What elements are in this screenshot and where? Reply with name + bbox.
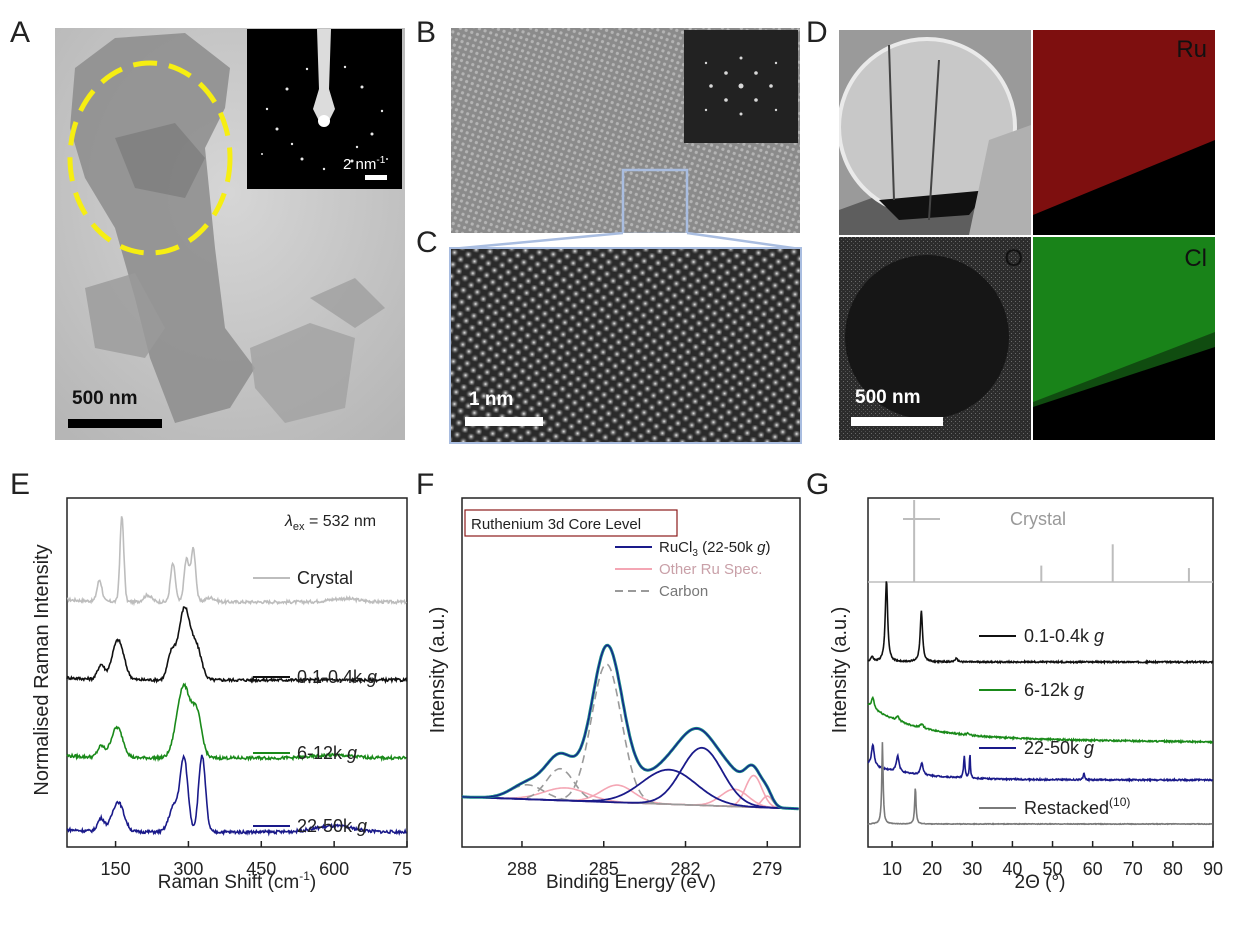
cl-map-drawing: [1033, 237, 1215, 407]
ru-map: Ru: [1033, 30, 1215, 235]
legend-label-4: Restacked(10): [1024, 795, 1130, 818]
atomic-zoom-image: 1 nm: [449, 247, 802, 444]
title-box: [464, 509, 678, 537]
scale-label-a: 500 nm: [72, 388, 138, 409]
x-tick-label: 450: [246, 859, 276, 879]
series-1-line: [867, 581, 1214, 665]
x-tick-label: 70: [1123, 859, 1143, 879]
stem-drawing: [839, 30, 1031, 235]
lattice-image: [451, 28, 800, 233]
inset-scale-label: 2 nm-1: [343, 155, 386, 173]
ru-map-drawing: [1033, 30, 1215, 215]
x-axis-label: 2Θ (°): [1015, 872, 1066, 893]
legend-label-1: Other Ru Spec.: [659, 561, 762, 578]
panel-label-g: G: [806, 468, 830, 501]
x-tick-label: 750: [392, 859, 412, 879]
series-3-line: [66, 753, 407, 837]
x-tick-label: 30: [962, 859, 982, 879]
scale-label-c: 1 nm: [469, 389, 514, 410]
x-tick-label: 90: [1203, 859, 1223, 879]
series-2-line: [66, 682, 407, 763]
x-tick-label: 10: [882, 859, 902, 879]
legend-label-1: 0.1-0.4k g: [1024, 626, 1104, 646]
plot-frame: [66, 497, 408, 848]
legend-label-0: Crystal: [297, 568, 353, 588]
chart-raman: 150 300 450 600 750 Crystal 0.1-0.4k g 6-12k g 2…: [31, 497, 412, 893]
panel-label-c: C: [416, 226, 438, 259]
legend-label-3: 22-50k g: [297, 816, 367, 836]
x-tick-label: 40: [1002, 859, 1022, 879]
zoom-connector: [451, 232, 801, 251]
legend-label-0: RuCl3 (22-50k g): [659, 539, 770, 559]
legend-label-2: 6-12k g: [297, 743, 357, 763]
panel-label-f: F: [416, 468, 435, 501]
scale-bar-c: [465, 417, 543, 426]
legend-label-1: 0.1-0.4k g: [297, 667, 377, 687]
plot-frame: [461, 497, 801, 848]
o-map-drawing: [839, 237, 1031, 440]
element-label-cl: Cl: [1184, 245, 1207, 272]
panel-label-e: E: [10, 468, 31, 501]
y-axis-label: Normalised Raman Intensity: [31, 544, 53, 795]
legend-label-2: Carbon: [659, 583, 708, 600]
legend-label-3: 22-50k g: [1024, 738, 1094, 758]
inset-scale-bar: [365, 175, 387, 180]
atomic-drawing: [451, 249, 800, 442]
o-map: O 500 nm: [839, 237, 1031, 440]
chart-title: Ruthenium 3d Core Level: [471, 516, 641, 533]
scale-label-d: 500 nm: [855, 387, 921, 408]
x-axis-label: Binding Energy (eV): [546, 872, 716, 893]
diffraction-pattern: [261, 29, 388, 171]
element-label-o: O: [1004, 245, 1023, 272]
series-2-line: [867, 695, 1213, 745]
x-tick-label: 279: [752, 859, 782, 879]
envelope-fit: [462, 644, 799, 810]
plot-frame: [867, 497, 1214, 848]
laser-annotation: λex = 532 nm: [284, 513, 376, 533]
x-tick-label: 600: [319, 859, 349, 879]
legend-label-0: Crystal: [1010, 509, 1066, 529]
x-tick-label: 285: [589, 859, 619, 879]
stem-image: [839, 30, 1031, 235]
other-ru-component-3: [461, 774, 799, 810]
rucl3-component-1: [461, 746, 799, 810]
x-tick-label: 150: [101, 859, 131, 879]
series-0-line: [66, 516, 408, 607]
element-label-ru: Ru: [1176, 36, 1207, 63]
scale-bar-a: [68, 419, 162, 428]
x-tick-label: 288: [507, 859, 537, 879]
envelope-data: [462, 643, 799, 811]
scale-bar-d: [851, 417, 943, 426]
x-tick-label: 60: [1083, 859, 1103, 879]
x-axis-label: Raman Shift (cm-1): [158, 869, 316, 893]
chart-xps: 288 285 282 279 Ruthenium 3d Core Level RuCl3…: [427, 497, 801, 893]
legend-label-2: 6-12k g: [1024, 680, 1084, 700]
series-1-line: [66, 606, 408, 685]
chart-xrd: 10 20 30 40 50 60 70 80 90 Crystal 0.1-0.4k g 6-12k…: [829, 497, 1223, 893]
series-4-line: [867, 742, 1213, 826]
panel-label-b: B: [416, 16, 437, 49]
panel-label-d: D: [806, 16, 828, 49]
x-tick-label: 20: [922, 859, 942, 879]
series-3-line: [867, 742, 1214, 783]
x-tick-label: 50: [1043, 859, 1063, 879]
y-axis-label: Intensity (a.u.): [829, 607, 851, 734]
x-tick-label: 80: [1163, 859, 1183, 879]
y-axis-label: Intensity (a.u.): [427, 607, 449, 734]
diffraction-inset: 2 nm-1: [247, 29, 402, 189]
cl-map: Cl: [1033, 237, 1215, 440]
x-tick-label: 300: [173, 859, 203, 879]
x-tick-label: 282: [670, 859, 700, 879]
lattice-drawing: [451, 28, 800, 233]
panel-label-a: A: [10, 16, 31, 49]
